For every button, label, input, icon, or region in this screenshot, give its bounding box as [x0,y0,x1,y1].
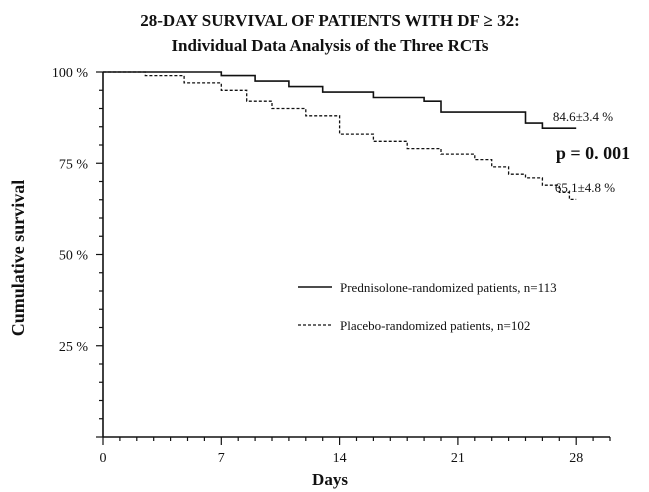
x-tick-label: 21 [451,451,465,466]
legend-label-placebo: Placebo-randomized patients, n=102 [340,318,530,333]
y-tick-label: 100 % [52,66,89,81]
placebo-survival-line [103,71,577,201]
x-axis-label: Days [312,470,348,489]
prednisolone-end-label: 84.6±3.4 % [553,109,613,124]
y-tick-label: 50 % [59,249,89,264]
y-tick-label: 75 % [59,157,89,172]
x-tick-label: 28 [569,451,583,466]
placebo-end-label: 65.1±4.8 % [555,180,615,195]
x-tick-label: 14 [333,451,347,466]
chart-subtitle: Individual Data Analysis of the Three RC… [171,36,488,55]
legend-label-prednisolone: Prednisolone-randomized patients, n=113 [340,280,557,295]
prednisolone-survival-line [103,71,577,129]
p-value-annotation: p = 0. 001 [556,143,630,163]
chart-title: 28-DAY SURVIVAL OF PATIENTS WITH DF ≥ 32… [140,11,520,30]
x-tick-label: 7 [218,451,225,466]
y-tick-label: 25 % [59,340,89,355]
x-tick-label: 0 [100,451,107,466]
y-axis-label: Cumulative survival [8,180,28,337]
